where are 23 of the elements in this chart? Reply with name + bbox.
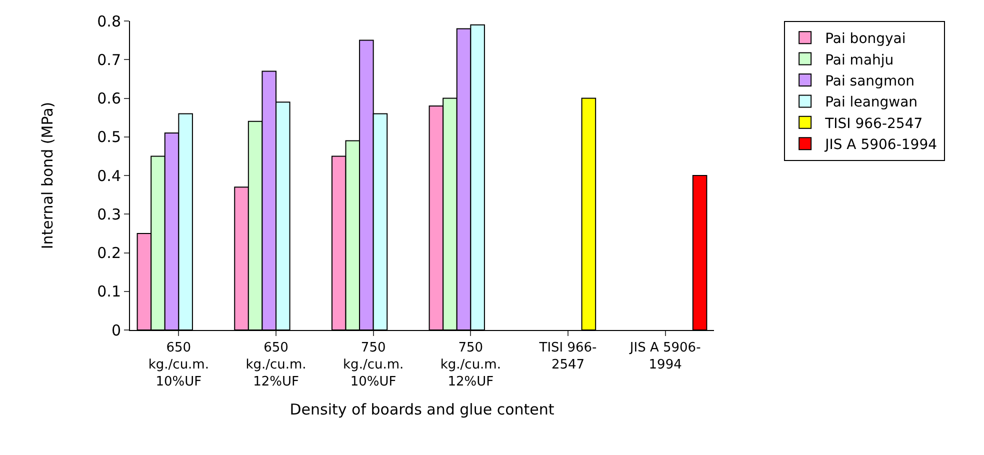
y-tick-label: 0.5 — [97, 128, 121, 146]
y-axis-title: Internal bond (MPa) — [38, 102, 56, 250]
x-tick-label: 650 kg./cu.m. 10%UF — [148, 340, 209, 390]
y-tick-label: 0.8 — [97, 12, 121, 30]
legend-label: Pai bongyai — [825, 31, 906, 48]
y-tick-label: 0.6 — [97, 90, 121, 108]
x-tick-label: 750 kg./cu.m. 10%UF — [343, 340, 404, 390]
x-tick-label: JIS A 5906- 1994 — [628, 340, 702, 372]
legend-label: Pai sangmon — [825, 73, 915, 90]
y-tick-label: 0.2 — [97, 244, 121, 262]
y-tick-label: 0.4 — [97, 166, 121, 185]
x-tick-label: 750 kg./cu.m. 12%UF — [440, 340, 501, 390]
y-tick-label: 0 — [111, 321, 121, 340]
x-axis-title: Density of boards and glue content — [290, 400, 554, 418]
y-tick-label: 0.7 — [97, 50, 121, 69]
y-tick-label: 0.1 — [97, 282, 121, 301]
legend-label: Pai mahju — [825, 52, 894, 68]
legend-label: JIS A 5906-1994 — [824, 137, 938, 154]
y-tick-label: 0.3 — [97, 205, 121, 224]
x-tick-label: 650 kg./cu.m. 12%UF — [246, 340, 306, 390]
legend-label: Pai leangwan — [825, 94, 918, 111]
legend-label: TISI 966-2547 — [824, 116, 923, 132]
x-tick-label: TISI 966- 2547 — [538, 340, 598, 372]
